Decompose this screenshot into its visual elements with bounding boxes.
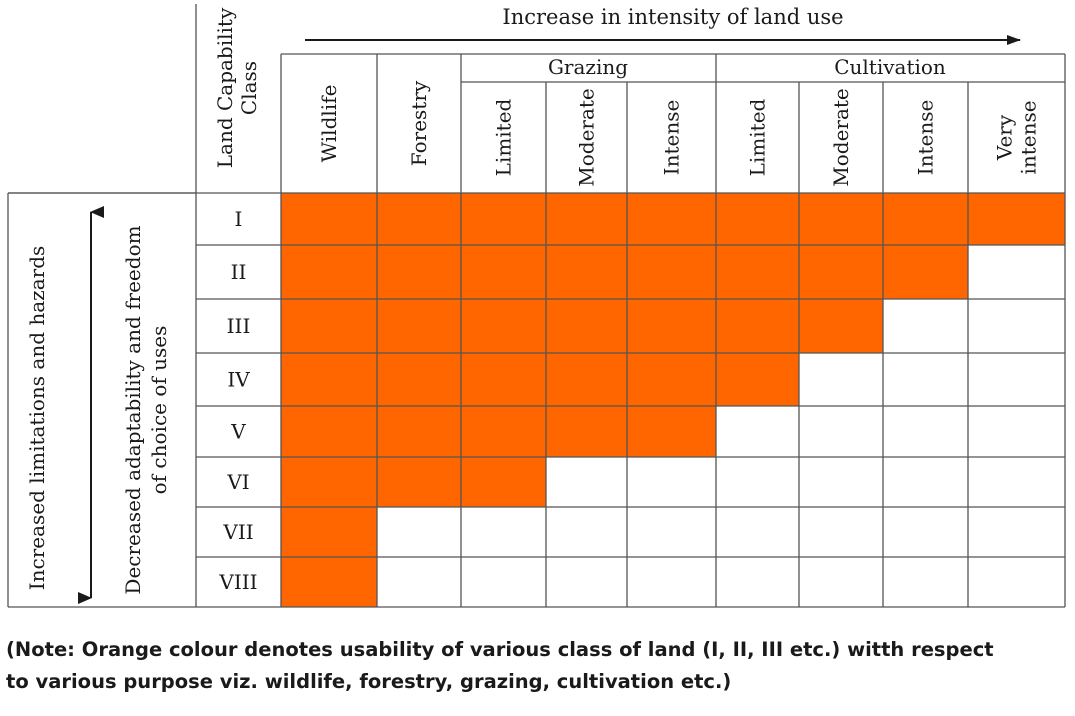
- adaptability-label-line-1: Decreased adaptability and freedom: [121, 225, 145, 594]
- usable-cell: [627, 193, 716, 245]
- class-label: I: [235, 207, 243, 231]
- note-text: (Note: Orange colour denotes usability o…: [6, 634, 1066, 698]
- class-label: IV: [227, 368, 250, 392]
- usable-cell: [461, 193, 546, 245]
- class-label: VII: [222, 520, 253, 544]
- column-header-text: Moderate: [829, 88, 853, 187]
- note-line-1: (Note: Orange colour denotes usability o…: [6, 638, 994, 661]
- column-header: Limited: [492, 98, 516, 176]
- usable-cell: [377, 299, 461, 353]
- usable-cell: [627, 406, 716, 457]
- column-header-text: Wildlife: [317, 85, 341, 163]
- column-header: Forestry: [407, 80, 431, 166]
- class-label: II: [231, 260, 247, 284]
- usable-cell: [461, 457, 546, 507]
- group-cultivation: Cultivation: [834, 55, 946, 79]
- table-grid: [7, 4, 1066, 608]
- usable-cell: [799, 299, 883, 353]
- adaptability-label: Decreased adaptability and freedom of ch…: [121, 225, 171, 594]
- class-header-line-2: Class: [237, 61, 261, 115]
- class-label: VI: [226, 470, 249, 494]
- usable-cell: [377, 245, 461, 299]
- usable-cell: [281, 507, 377, 557]
- note-line-2: to various purpose viz. wildlife, forest…: [6, 670, 732, 693]
- column-header-text: intense: [1017, 100, 1041, 174]
- usable-cell: [461, 406, 546, 457]
- usable-cell: [281, 299, 377, 353]
- usable-cell: [281, 557, 377, 607]
- group-grazing: Grazing: [548, 55, 628, 79]
- class-label: VIII: [218, 570, 257, 594]
- column-header: Intense: [914, 100, 938, 176]
- usable-cell: [377, 406, 461, 457]
- usable-cell: [716, 353, 799, 406]
- column-header: Very intense: [993, 100, 1041, 174]
- column-header: Wildlife: [317, 85, 341, 163]
- usable-cell: [461, 245, 546, 299]
- usable-cell: [716, 299, 799, 353]
- usable-cell: [377, 193, 461, 245]
- usable-cell: [546, 245, 627, 299]
- usable-cell: [627, 245, 716, 299]
- usable-cell: [377, 457, 461, 507]
- usable-cell: [281, 457, 377, 507]
- column-header: Moderate: [829, 88, 853, 187]
- usable-cell: [883, 245, 968, 299]
- usable-cell: [546, 299, 627, 353]
- column-header-text: Intense: [914, 100, 938, 176]
- class-header-line-1: Land Capability: [213, 7, 237, 168]
- usable-cell: [716, 245, 799, 299]
- usable-cell: [281, 245, 377, 299]
- usable-cell: [627, 299, 716, 353]
- usable-cell: [627, 353, 716, 406]
- column-header-text: Forestry: [407, 80, 431, 166]
- column-header: Moderate: [575, 88, 599, 187]
- usable-cell: [377, 353, 461, 406]
- column-header-text: Intense: [660, 100, 684, 176]
- usable-cell: [546, 353, 627, 406]
- class-label: V: [230, 420, 246, 444]
- usable-cell: [461, 299, 546, 353]
- usable-cell: [281, 406, 377, 457]
- usable-cell: [799, 193, 883, 245]
- usable-cell: [546, 193, 627, 245]
- usable-cell: [799, 245, 883, 299]
- column-headers: Wildlife Forestry Limited Moderate Intense Li…: [317, 80, 1041, 187]
- usable-cell: [968, 193, 1065, 245]
- column-header-text: Very: [993, 114, 1017, 161]
- usability-fills: [281, 193, 1065, 607]
- class-label: III: [227, 314, 251, 338]
- column-header-text: Moderate: [575, 88, 599, 187]
- adaptability-label-line-2: of choice of uses: [147, 326, 171, 495]
- column-header-text: Limited: [492, 98, 516, 176]
- usable-cell: [281, 353, 377, 406]
- limitations-label: Increased limitations and hazards: [25, 246, 49, 591]
- usable-cell: [281, 193, 377, 245]
- usable-cell: [546, 406, 627, 457]
- usable-cell: [883, 193, 968, 245]
- column-header-text: Limited: [746, 98, 770, 176]
- column-header: Limited: [746, 98, 770, 176]
- usable-cell: [461, 353, 546, 406]
- column-header: Intense: [660, 100, 684, 176]
- intensity-title: Increase in intensity of land use: [502, 5, 843, 29]
- class-header: Land Capability Class: [213, 7, 261, 168]
- usable-cell: [716, 193, 799, 245]
